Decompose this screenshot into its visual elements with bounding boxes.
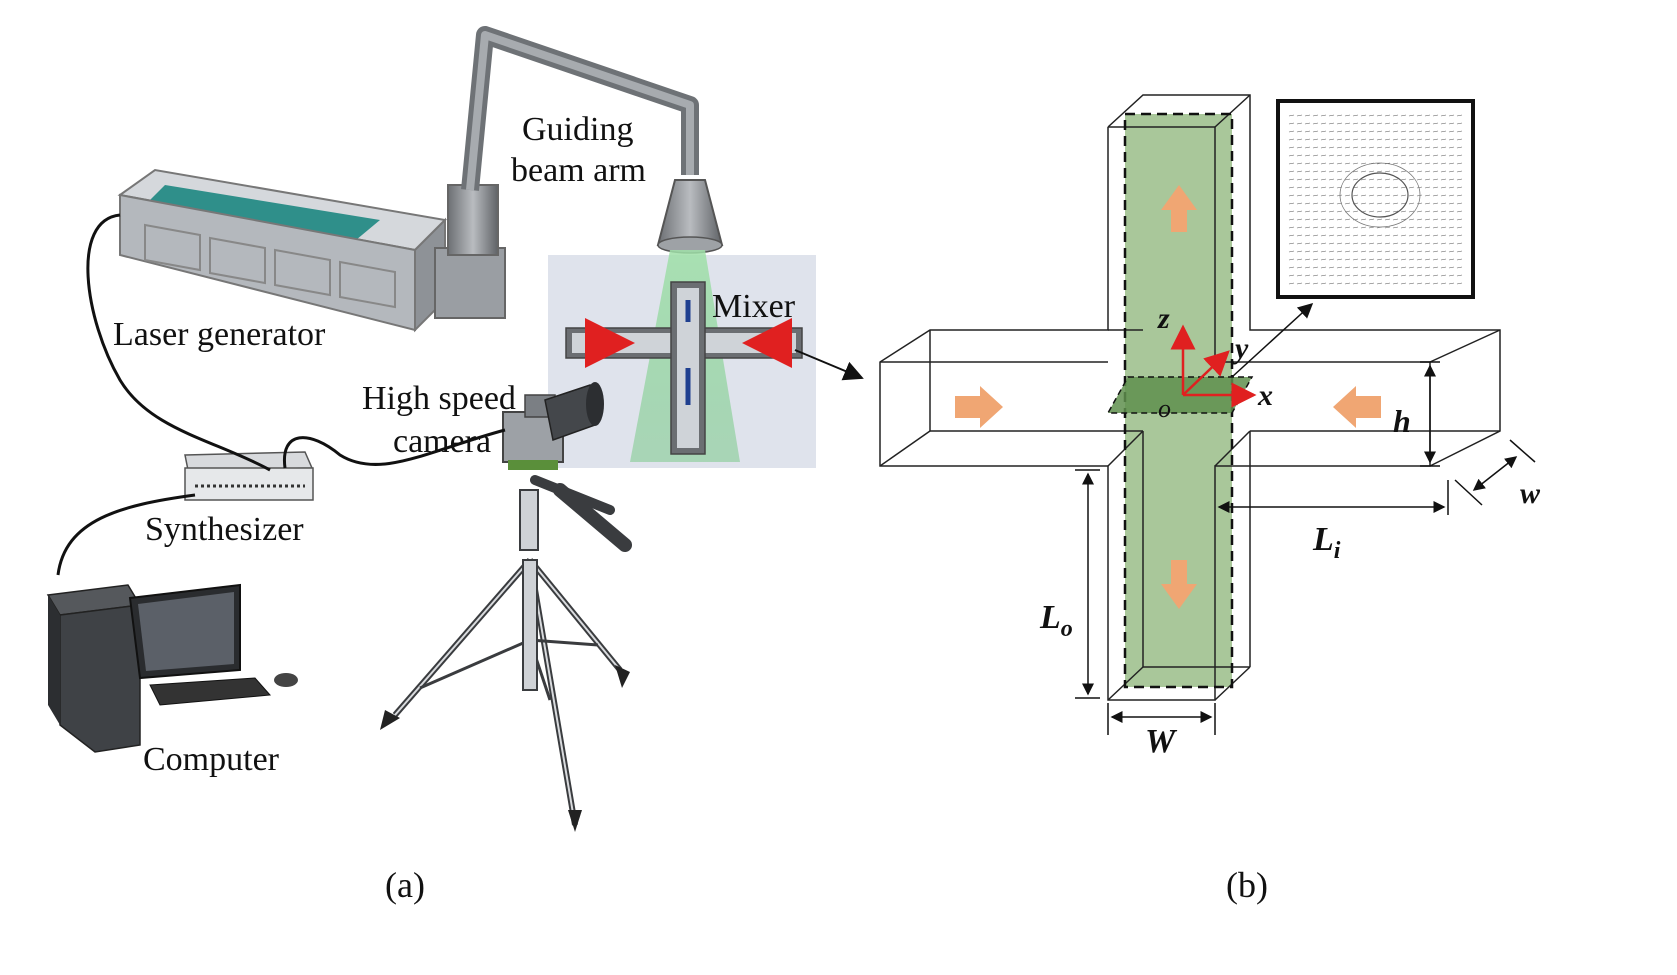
flow-arrow-right: [955, 386, 1003, 428]
axis-label-x: x: [1257, 379, 1273, 412]
dimension-Li-label: Li: [1312, 521, 1341, 564]
cables: [56, 213, 506, 576]
tripod: [380, 475, 632, 832]
coordinate-axes: [1170, 324, 1257, 408]
mixer-illustration: [548, 250, 816, 468]
dimension-Li-main: L: [1312, 521, 1334, 558]
dimension-W: [1107, 703, 1216, 735]
dimension-W-label: W: [1145, 723, 1178, 760]
axis-label-y: y: [1232, 332, 1249, 365]
flow-arrows: [955, 185, 1381, 609]
dimension-w-label: w: [1520, 477, 1541, 510]
velocity-field-inset: [1231, 99, 1475, 378]
dimension-Li: [1217, 480, 1449, 515]
panel-b: z y x o h w Li: [879, 94, 1541, 905]
mixer-to-channel-arrow: [794, 349, 864, 381]
guiding-beam-arm-label-line2: beam arm: [511, 152, 646, 189]
guiding-beam-arm: [461, 26, 724, 254]
origin-label: o: [1158, 394, 1171, 423]
flow-arrow-left: [1333, 386, 1381, 428]
cross-channel-outline: [879, 94, 1501, 701]
panel-b-caption: (b): [1226, 865, 1268, 905]
computer-label: Computer: [143, 741, 280, 778]
dimension-w: [1454, 439, 1536, 506]
y-axis: [1182, 350, 1230, 396]
dimension-Lo-sub: o: [1061, 616, 1073, 642]
synthesizer-device: [184, 451, 314, 501]
flow-arrow-down: [1161, 560, 1197, 609]
guiding-beam-arm-label-line1: Guiding: [522, 111, 633, 148]
panel-a: Laser generator Guiding beam arm Mixer H…: [46, 26, 864, 905]
high-speed-camera-label-line1: High speed: [362, 380, 516, 417]
high-speed-camera: [502, 382, 604, 470]
mixer-label: Mixer: [712, 288, 796, 325]
dimension-h-label: h: [1393, 403, 1411, 439]
dimension-h: [1420, 361, 1440, 467]
dimension-Lo: [1075, 469, 1100, 699]
flow-arrow-up: [1161, 185, 1197, 232]
measurement-plane: [1106, 376, 1254, 414]
laser-generator-label: Laser generator: [113, 316, 326, 353]
panel-a-caption: (a): [385, 865, 425, 905]
axis-label-z: z: [1157, 302, 1170, 335]
dimension-Li-sub: i: [1334, 538, 1341, 564]
dimension-Lo-label: Lo: [1039, 599, 1073, 642]
synthesizer-label: Synthesizer: [145, 511, 304, 548]
laser-generator-device: [117, 168, 506, 333]
high-speed-camera-label-line2: camera: [393, 423, 491, 460]
dimension-Lo-main: L: [1039, 599, 1061, 636]
computer-device: [46, 583, 298, 753]
